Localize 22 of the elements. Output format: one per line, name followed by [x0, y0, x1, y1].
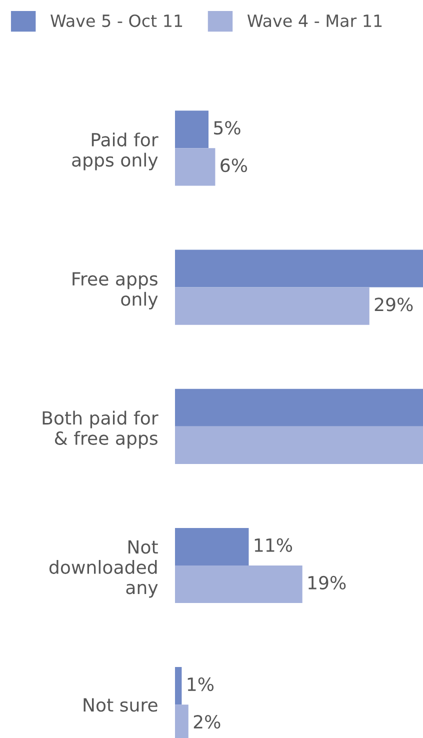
- y-tick-label: Paid for apps only: [72, 132, 158, 170]
- bar: [175, 388, 423, 426]
- y-tick-label: Not downloaded any: [49, 540, 158, 598]
- y-tick-label: Not sure: [84, 698, 158, 712]
- bar: [175, 287, 370, 325]
- legend-label: Wave 4 - Mar 11: [247, 14, 382, 28]
- data-label: 6%: [220, 158, 248, 172]
- bar: [175, 566, 302, 604]
- data-label: 11%: [254, 538, 292, 552]
- bar: [175, 528, 249, 566]
- bar: [175, 250, 423, 288]
- bar: [175, 148, 216, 186]
- y-tick-label: Free apps only: [72, 272, 158, 310]
- data-label: 2%: [194, 714, 220, 729]
- legend-label: Wave 5 - Oct 11: [50, 14, 182, 28]
- data-label: 5%: [214, 120, 240, 135]
- bar: [175, 110, 209, 148]
- data-label: 29%: [374, 298, 413, 312]
- data-label: 1%: [188, 677, 214, 692]
- data-label: 19%: [308, 576, 346, 590]
- y-tick-label: Both paid for & free apps: [42, 410, 158, 448]
- bar: [175, 426, 423, 464]
